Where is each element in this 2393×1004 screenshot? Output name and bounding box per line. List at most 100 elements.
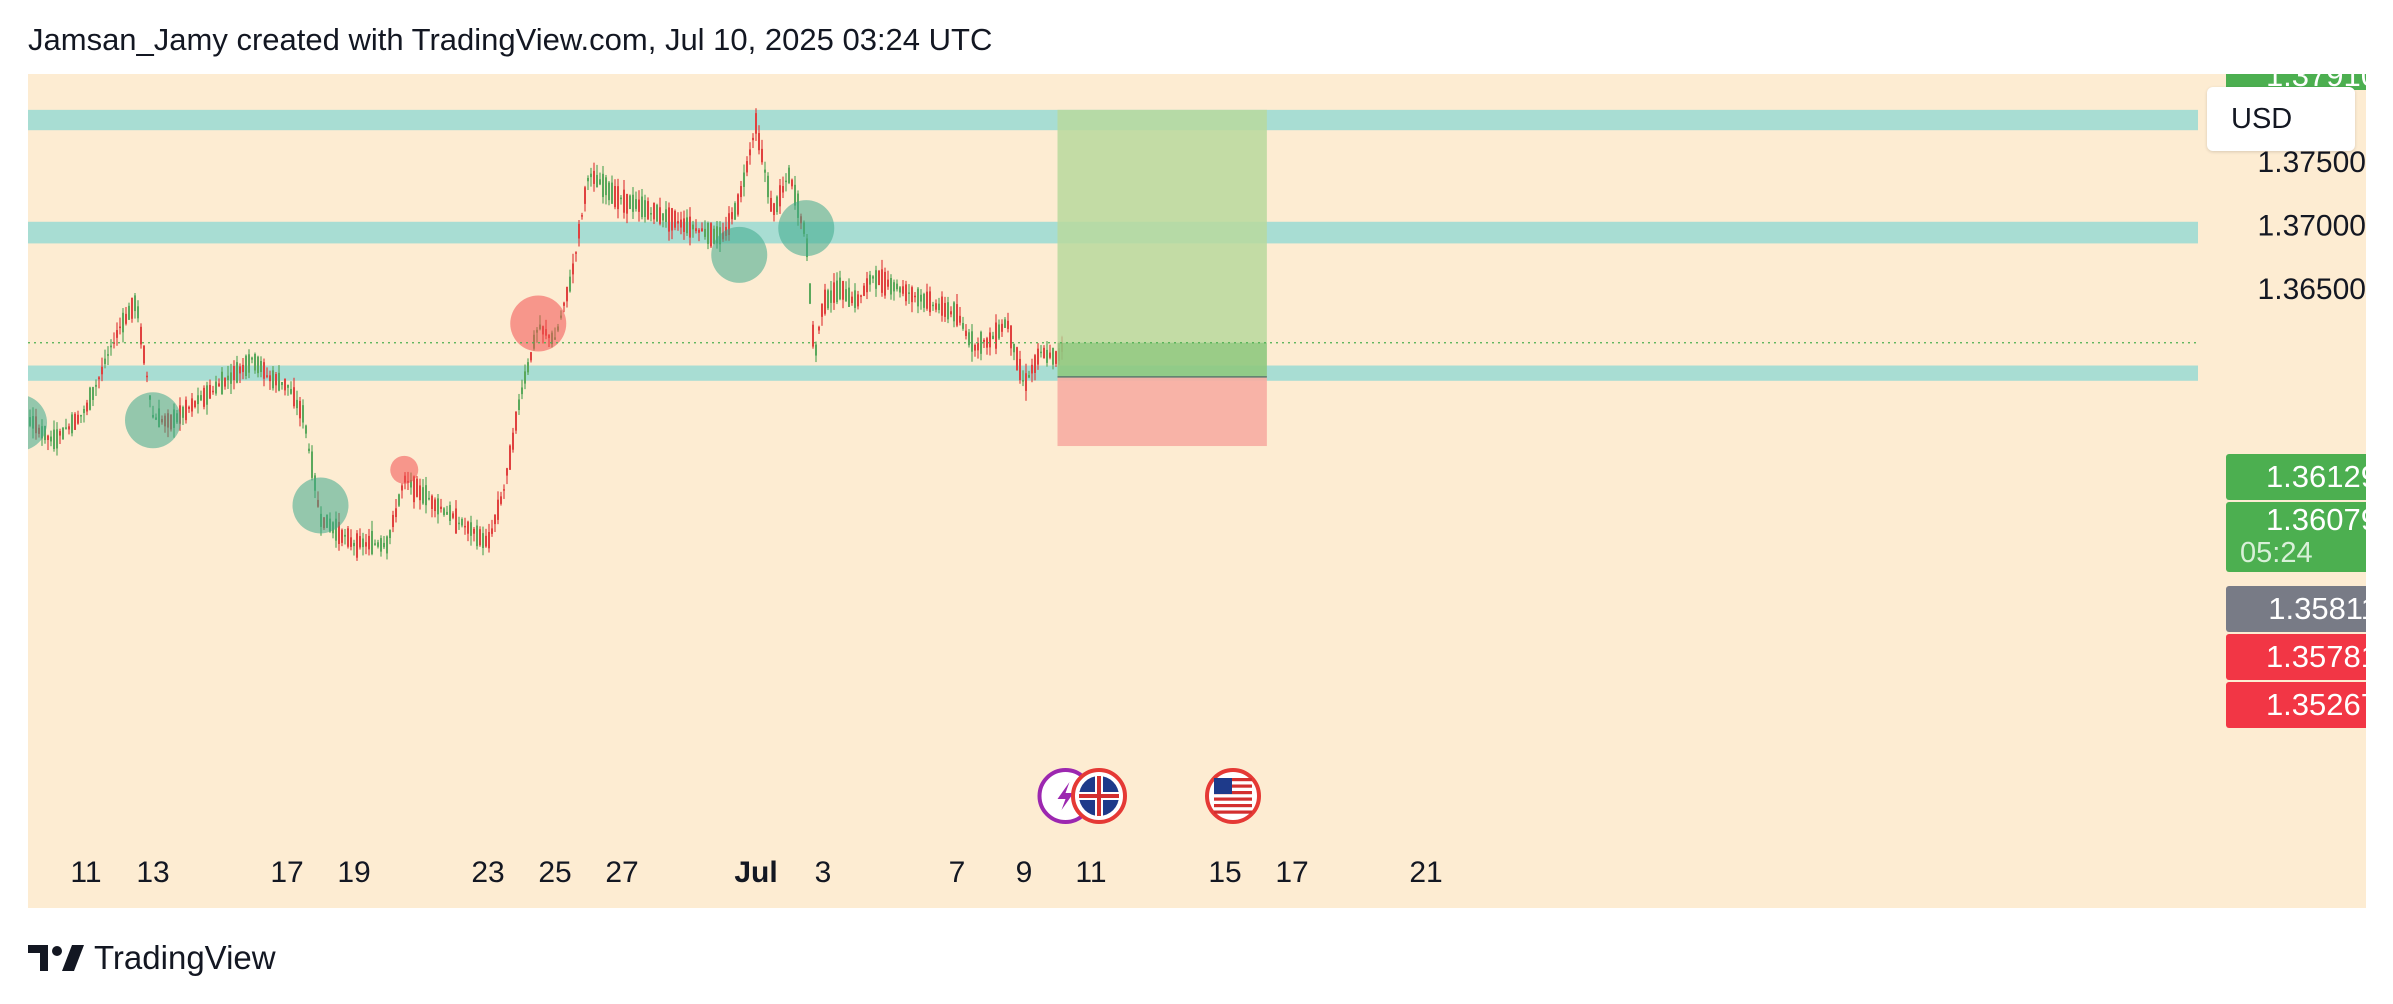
candle-body <box>239 366 241 374</box>
candle-body <box>464 525 466 528</box>
candle-body <box>146 375 148 378</box>
candle-body <box>578 223 580 239</box>
candle-body <box>782 185 784 193</box>
candle-body <box>629 195 631 209</box>
price-chart[interactable]: 1.375001.370001.365001.350001.379101.361… <box>28 74 2366 908</box>
us-flag-canton <box>1214 778 1232 794</box>
candle-body <box>872 276 874 279</box>
candle-body <box>644 200 646 217</box>
candle-body <box>398 494 400 506</box>
candle-body <box>251 357 253 360</box>
candle-body <box>452 513 454 518</box>
candle-body <box>269 375 271 382</box>
candle-body <box>977 342 979 351</box>
candle-body <box>569 276 571 292</box>
candle-body <box>866 278 868 293</box>
us-flag-stripe <box>1214 797 1252 801</box>
candle-body <box>128 305 130 320</box>
candle-body <box>185 399 187 421</box>
x-tick-label-13: 17 <box>1275 856 1308 889</box>
candle-body <box>911 287 913 303</box>
candle-body <box>1043 347 1045 359</box>
candle-body <box>116 330 118 338</box>
chart-area[interactable]: 1.375001.370001.365001.350001.379101.361… <box>28 74 2366 908</box>
candle-body <box>905 284 907 302</box>
candle-body <box>809 283 811 304</box>
candle-body <box>590 173 592 178</box>
price-label-bg-5 <box>2226 682 2366 728</box>
candle-body <box>71 414 73 434</box>
footer: TradingView <box>28 938 276 978</box>
candle-body <box>395 508 397 518</box>
candle-body <box>203 387 205 407</box>
currency-button[interactable]: USD <box>2207 87 2355 151</box>
y-tick-label-0: 1.37500 <box>2258 146 2366 179</box>
us-flag-icon <box>1205 768 1261 824</box>
candle-body <box>140 326 142 345</box>
candle-body <box>737 194 739 215</box>
candle-body <box>929 291 931 313</box>
x-tick-label-6: 27 <box>605 856 638 889</box>
candle-body <box>212 390 214 393</box>
candle-body <box>695 228 697 232</box>
candle-body <box>908 292 910 294</box>
candle-body <box>611 182 613 204</box>
candle-body <box>491 528 493 534</box>
candle-body <box>743 172 745 187</box>
candle-body <box>620 197 622 200</box>
candle-body <box>728 213 730 236</box>
candle-body <box>266 375 268 377</box>
candle-body <box>110 345 112 348</box>
candle-body <box>1040 351 1042 354</box>
candle-body <box>98 377 100 380</box>
candle-body <box>371 530 373 555</box>
x-tick-label-4: 23 <box>471 856 504 889</box>
candle-body <box>1055 351 1057 364</box>
candle-body <box>1025 373 1027 391</box>
candle-body <box>983 340 985 342</box>
candle-body <box>830 290 832 303</box>
candle-body <box>617 186 619 210</box>
candle-body <box>281 382 283 386</box>
candle-body <box>947 302 949 320</box>
candle-body <box>287 384 289 388</box>
x-tick-label-0: 11 <box>70 856 101 889</box>
candle-body <box>446 511 448 515</box>
candle-body <box>383 542 385 548</box>
candle-body <box>47 435 49 440</box>
us-flag-stripe <box>1214 784 1252 788</box>
candle-body <box>761 148 763 163</box>
candle-body <box>731 212 733 220</box>
marker-green-5 <box>711 226 768 283</box>
candle-body <box>656 204 658 222</box>
candle-body <box>758 133 760 151</box>
candle-body <box>80 414 82 417</box>
candle-body <box>374 543 376 545</box>
candle-body <box>290 389 292 394</box>
candle-body <box>479 529 481 546</box>
candle-body <box>653 203 655 220</box>
candle-body <box>821 303 823 317</box>
candle-body <box>521 387 523 395</box>
candle-body <box>710 223 712 247</box>
candle-body <box>347 528 349 547</box>
candle-body <box>473 528 475 534</box>
candle-body <box>956 304 958 326</box>
candle-body <box>101 366 103 375</box>
candle-body <box>206 385 208 405</box>
tradingview-logo-icon <box>28 945 84 971</box>
candle-body <box>65 427 67 429</box>
price-label-bg-3 <box>2226 586 2366 632</box>
us-flag-stripe <box>1214 778 1252 782</box>
candle-body <box>86 402 88 412</box>
marker-green-2 <box>292 477 349 534</box>
candle-body <box>92 387 94 400</box>
candle-body <box>350 537 352 547</box>
candle-body <box>986 338 988 348</box>
countdown-label: 05:24 <box>2240 537 2313 569</box>
candle-body <box>62 427 64 440</box>
candle-body <box>788 167 790 183</box>
candle-body <box>842 280 844 300</box>
candle-body <box>413 476 415 503</box>
